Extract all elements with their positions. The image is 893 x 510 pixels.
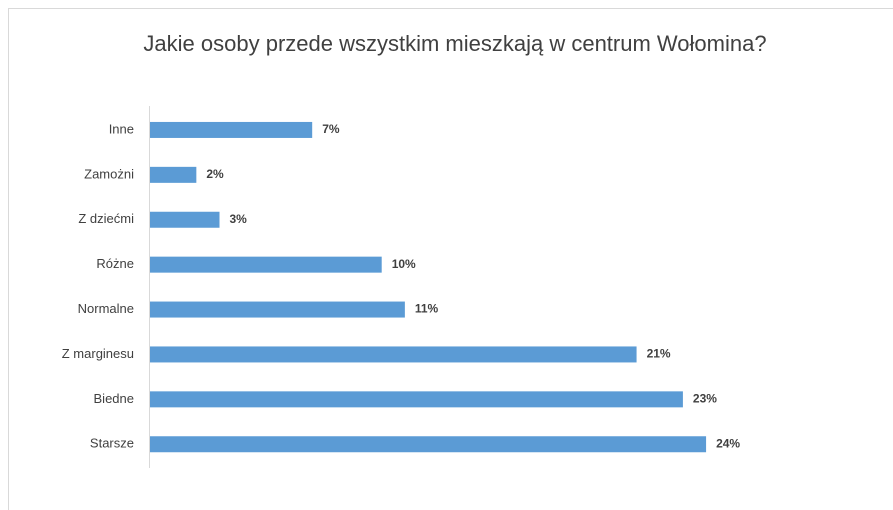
- category-label: Zamożni: [84, 166, 134, 181]
- category-label: Biedne: [94, 391, 134, 406]
- data-label: 11%: [415, 302, 439, 316]
- bar: [150, 166, 197, 183]
- bar: [150, 301, 405, 318]
- category-label: Inne: [109, 121, 134, 136]
- category-label: Z dziećmi: [78, 211, 134, 226]
- data-label: 2%: [206, 167, 224, 181]
- data-label: 10%: [392, 257, 416, 271]
- category-label: Normalne: [78, 301, 134, 316]
- bar: [150, 346, 637, 363]
- bar: [150, 391, 683, 408]
- data-label: 21%: [647, 347, 671, 361]
- bar: [150, 436, 707, 453]
- bar: [150, 211, 220, 228]
- data-label: 24%: [716, 436, 740, 450]
- category-label: Z marginesu: [62, 346, 134, 361]
- chart-title: Jakie osoby przede wszystkim mieszkają w…: [143, 31, 766, 56]
- bar: [150, 121, 313, 138]
- data-label: 23%: [693, 392, 717, 406]
- category-label: Różne: [96, 256, 134, 271]
- category-label: Starsze: [90, 436, 134, 451]
- data-label: 7%: [322, 122, 340, 136]
- bar: [150, 256, 382, 273]
- data-label: 3%: [230, 212, 248, 226]
